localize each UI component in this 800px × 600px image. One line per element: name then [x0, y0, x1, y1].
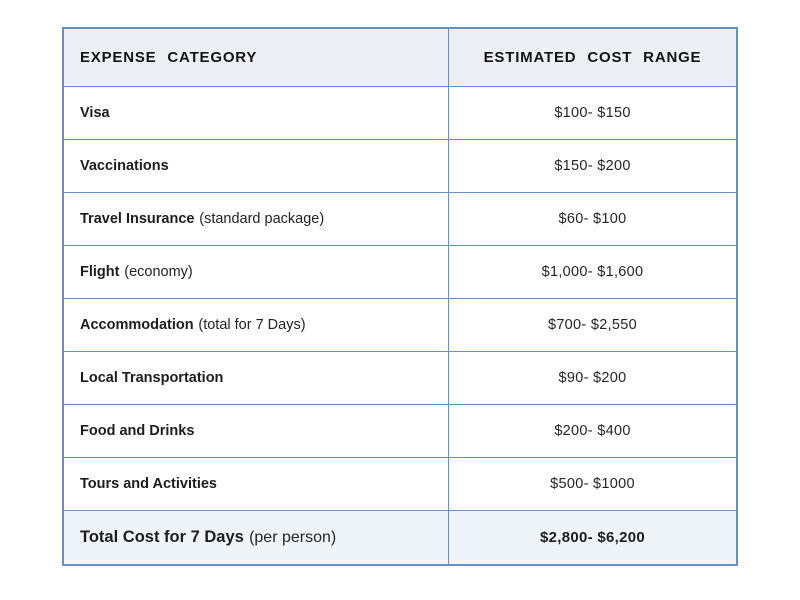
- cost-cell: $60- $100: [558, 211, 627, 227]
- category-label: Local Transportation: [80, 370, 224, 386]
- category-cell: Flight (economy): [64, 246, 449, 298]
- category-label: Flight: [80, 264, 120, 280]
- category-note: (economy): [124, 264, 193, 280]
- category-label: Tours and Activities: [80, 476, 217, 492]
- table-row-tours-and-activities: Tours and Activities $500- $1000: [64, 457, 736, 510]
- expense-table: EXPENSE CATEGORY ESTIMATED COST RANGE Vi…: [62, 27, 738, 566]
- cost-cell: $1,000- $1,600: [541, 264, 644, 280]
- category-cell: Travel Insurance (standard package): [64, 193, 449, 245]
- cost-cell: $200- $400: [554, 423, 631, 439]
- table-row-flight: Flight (economy) $1,000- $1,600: [64, 245, 736, 298]
- table-row-food-and-drinks: Food and Drinks $200- $400: [64, 404, 736, 457]
- table-row-accommodation: Accommodation (total for 7 Days) $700- $2…: [64, 298, 736, 351]
- table-row-visa: Visa $100- $150: [64, 86, 736, 139]
- category-label: Visa: [80, 105, 110, 121]
- total-cost-cell: $2,800- $6,200: [539, 529, 646, 546]
- cost-cell: $700- $2,550: [547, 317, 638, 333]
- table-row-travel-insurance: Travel Insurance (standard package) $60- …: [64, 192, 736, 245]
- category-cell: Food and Drinks: [64, 405, 449, 457]
- header-expense-category: EXPENSE CATEGORY: [64, 29, 449, 86]
- header-estimated-cost-range: ESTIMATED COST RANGE: [483, 49, 702, 66]
- category-cell: Vaccinations: [64, 140, 449, 192]
- category-cell: Local Transportation: [64, 352, 449, 404]
- cost-cell: $150- $200: [554, 158, 631, 174]
- total-label: Total Cost for 7 Days: [80, 528, 244, 546]
- cost-cell: $500- $1000: [550, 476, 635, 492]
- category-cell: Visa: [64, 87, 449, 139]
- cost-cell: $100- $150: [554, 105, 631, 121]
- category-label: Vaccinations: [80, 158, 169, 174]
- category-label: Travel Insurance: [80, 211, 195, 227]
- category-label: Accommodation: [80, 317, 194, 333]
- category-label: Food and Drinks: [80, 423, 195, 439]
- total-category-cell: Total Cost for 7 Days (per person): [64, 511, 449, 564]
- category-note: (standard package): [199, 211, 325, 227]
- cost-cell: $90- $200: [558, 370, 627, 386]
- table-row-local-transportation: Local Transportation $90- $200: [64, 351, 736, 404]
- category-cell: Tours and Activities: [64, 458, 449, 510]
- table-header-row: EXPENSE CATEGORY ESTIMATED COST RANGE: [64, 29, 736, 86]
- total-note: (per person): [249, 528, 337, 546]
- table-row-vaccinations: Vaccinations $150- $200: [64, 139, 736, 192]
- table-row-total: Total Cost for 7 Days (per person) $2,800…: [64, 510, 736, 564]
- category-cell: Accommodation (total for 7 Days): [64, 299, 449, 351]
- category-note: (total for 7 Days): [198, 317, 306, 333]
